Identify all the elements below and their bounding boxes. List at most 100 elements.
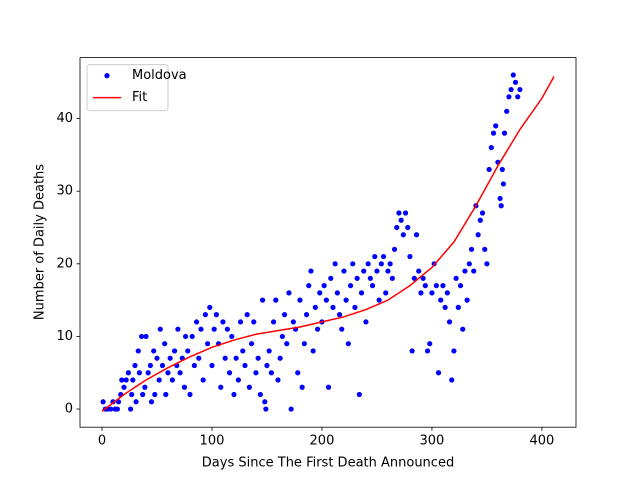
data-point bbox=[475, 232, 481, 238]
data-point bbox=[427, 341, 433, 347]
data-point bbox=[171, 348, 178, 354]
data-point bbox=[207, 304, 213, 310]
data-point bbox=[354, 275, 360, 281]
data-point bbox=[486, 166, 492, 173]
data-point bbox=[440, 283, 446, 289]
data-point bbox=[159, 362, 166, 369]
data-point bbox=[372, 253, 378, 260]
data-point bbox=[343, 297, 349, 303]
data-point bbox=[129, 391, 135, 398]
data-point bbox=[385, 268, 391, 274]
data-point bbox=[264, 362, 270, 369]
data-point bbox=[490, 130, 497, 136]
data-point bbox=[229, 333, 235, 340]
data-point bbox=[497, 195, 503, 202]
data-point bbox=[286, 290, 292, 296]
data-point bbox=[361, 268, 367, 274]
data-point bbox=[510, 72, 516, 78]
y-tick-label: 40 bbox=[56, 111, 73, 126]
y-tick-label: 0 bbox=[65, 402, 73, 417]
data-point bbox=[462, 268, 468, 274]
data-point bbox=[140, 391, 146, 398]
data-point bbox=[321, 283, 327, 289]
data-point bbox=[246, 384, 252, 390]
data-point bbox=[167, 355, 173, 361]
data-point bbox=[444, 290, 450, 296]
data-point bbox=[369, 283, 376, 289]
data-point bbox=[262, 399, 268, 405]
data-point bbox=[356, 391, 362, 398]
data-point bbox=[407, 253, 413, 260]
data-point bbox=[189, 333, 195, 340]
data-point bbox=[200, 377, 206, 383]
data-point bbox=[169, 377, 175, 383]
x-tick-label: 300 bbox=[420, 434, 445, 449]
data-point bbox=[446, 319, 453, 325]
data-point bbox=[350, 261, 356, 267]
x-tick-label: 200 bbox=[310, 434, 335, 449]
data-point bbox=[378, 261, 384, 267]
data-point bbox=[130, 377, 136, 383]
data-point bbox=[387, 261, 393, 267]
data-point bbox=[374, 268, 380, 274]
data-point bbox=[455, 304, 461, 310]
data-point bbox=[341, 268, 347, 274]
data-point bbox=[383, 290, 389, 296]
data-point bbox=[471, 268, 477, 274]
data-point bbox=[479, 210, 486, 216]
data-point bbox=[429, 290, 435, 296]
data-point bbox=[156, 377, 162, 383]
plot-frame bbox=[79, 57, 577, 428]
data-point bbox=[484, 261, 490, 267]
data-point bbox=[482, 246, 488, 252]
x-tick-label: 100 bbox=[200, 434, 225, 449]
data-point bbox=[389, 275, 395, 281]
data-point bbox=[273, 297, 279, 303]
data-point bbox=[268, 370, 274, 376]
data-point bbox=[143, 333, 149, 340]
data-point bbox=[402, 210, 409, 216]
data-point bbox=[147, 362, 153, 369]
data-point bbox=[135, 348, 141, 354]
data-point bbox=[255, 355, 261, 361]
data-point bbox=[499, 166, 505, 173]
data-point bbox=[187, 391, 193, 398]
data-point bbox=[266, 348, 272, 354]
data-point bbox=[108, 406, 114, 412]
data-point bbox=[152, 391, 158, 398]
data-point bbox=[493, 123, 499, 129]
data-point bbox=[457, 283, 464, 289]
data-point bbox=[123, 377, 129, 383]
data-point bbox=[198, 326, 204, 332]
data-point bbox=[442, 304, 448, 310]
data-point bbox=[202, 312, 208, 318]
data-point bbox=[396, 210, 402, 216]
data-point bbox=[204, 341, 211, 347]
data-point bbox=[438, 297, 444, 303]
data-point bbox=[244, 312, 250, 318]
data-point bbox=[515, 94, 521, 100]
data-point bbox=[220, 319, 226, 325]
data-point bbox=[363, 319, 369, 325]
data-point bbox=[306, 283, 312, 289]
data-point bbox=[281, 312, 288, 318]
data-point bbox=[132, 362, 138, 369]
data-point bbox=[275, 377, 281, 383]
data-point bbox=[259, 297, 266, 303]
data-point bbox=[488, 145, 494, 151]
data-point bbox=[248, 341, 255, 347]
data-point bbox=[242, 362, 248, 369]
data-point bbox=[418, 290, 424, 296]
data-point bbox=[416, 268, 422, 274]
data-point bbox=[209, 362, 215, 369]
data-point bbox=[114, 406, 120, 412]
data-point bbox=[449, 377, 455, 383]
data-point bbox=[233, 355, 239, 361]
data-point bbox=[136, 370, 142, 376]
data-point bbox=[284, 341, 290, 347]
data-point bbox=[253, 370, 259, 376]
data-point bbox=[336, 312, 343, 318]
data-point bbox=[464, 297, 470, 303]
data-point bbox=[345, 341, 351, 347]
data-point bbox=[420, 275, 426, 281]
